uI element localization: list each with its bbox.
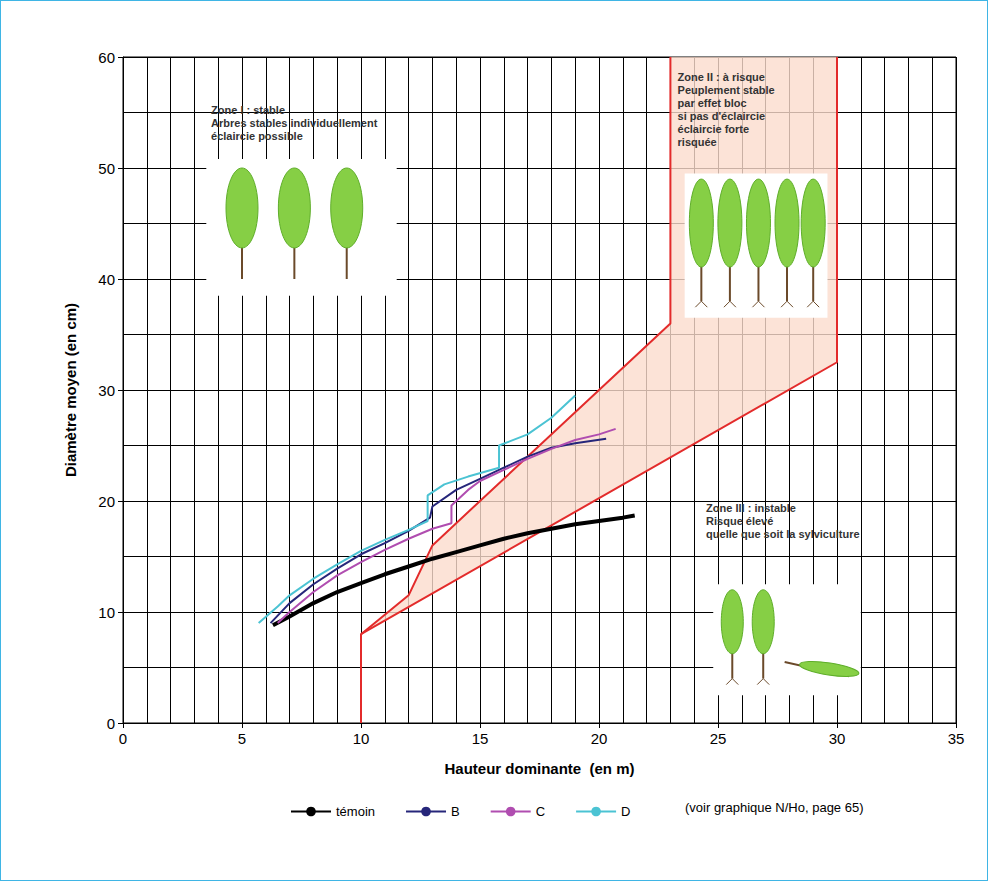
- svg-text:Zone I : stable: Zone I : stable: [211, 104, 285, 116]
- svg-text:60: 60: [98, 49, 115, 66]
- svg-text:10: 10: [353, 730, 370, 747]
- svg-text:éclaircie forte: éclaircie forte: [678, 123, 750, 135]
- svg-text:Zone III : instable: Zone III : instable: [706, 502, 796, 514]
- svg-text:30: 30: [98, 382, 115, 399]
- svg-text:quelle que soit la sylvicultur: quelle que soit la sylviculture: [706, 528, 859, 540]
- svg-text:20: 20: [591, 730, 608, 747]
- svg-text:20: 20: [98, 493, 115, 510]
- svg-text:D: D: [621, 804, 630, 819]
- svg-text:C: C: [536, 804, 545, 819]
- svg-text:0: 0: [107, 715, 115, 732]
- svg-text:15: 15: [472, 730, 489, 747]
- svg-text:témoin: témoin: [336, 804, 375, 819]
- svg-text:40: 40: [98, 271, 115, 288]
- svg-text:25: 25: [710, 730, 727, 747]
- svg-text:B: B: [451, 804, 460, 819]
- svg-text:Risque élevé: Risque élevé: [706, 515, 773, 527]
- svg-text:Peuplement stable: Peuplement stable: [678, 84, 775, 96]
- svg-text:Arbres stables individuellemen: Arbres stables individuellement: [211, 117, 378, 129]
- svg-text:Zone II : à risque: Zone II : à risque: [678, 71, 765, 83]
- svg-text:35: 35: [948, 730, 965, 747]
- svg-text:risquée: risquée: [678, 136, 717, 148]
- svg-text:Diamètre moyen (en cm): Diamètre moyen (en cm): [62, 303, 79, 477]
- svg-text:si pas d'éclaircie: si pas d'éclaircie: [678, 110, 766, 122]
- svg-text:(voir graphique N/Ho, page 65): (voir graphique N/Ho, page 65): [685, 800, 864, 815]
- svg-text:0: 0: [119, 730, 127, 747]
- svg-text:Hauteur dominante (en m): Hauteur dominante (en m): [444, 760, 634, 777]
- svg-text:30: 30: [829, 730, 846, 747]
- svg-text:10: 10: [98, 604, 115, 621]
- svg-text:éclaircie possible: éclaircie possible: [211, 130, 303, 142]
- svg-text:par effet bloc: par effet bloc: [678, 97, 747, 109]
- svg-text:50: 50: [98, 160, 115, 177]
- svg-text:5: 5: [238, 730, 246, 747]
